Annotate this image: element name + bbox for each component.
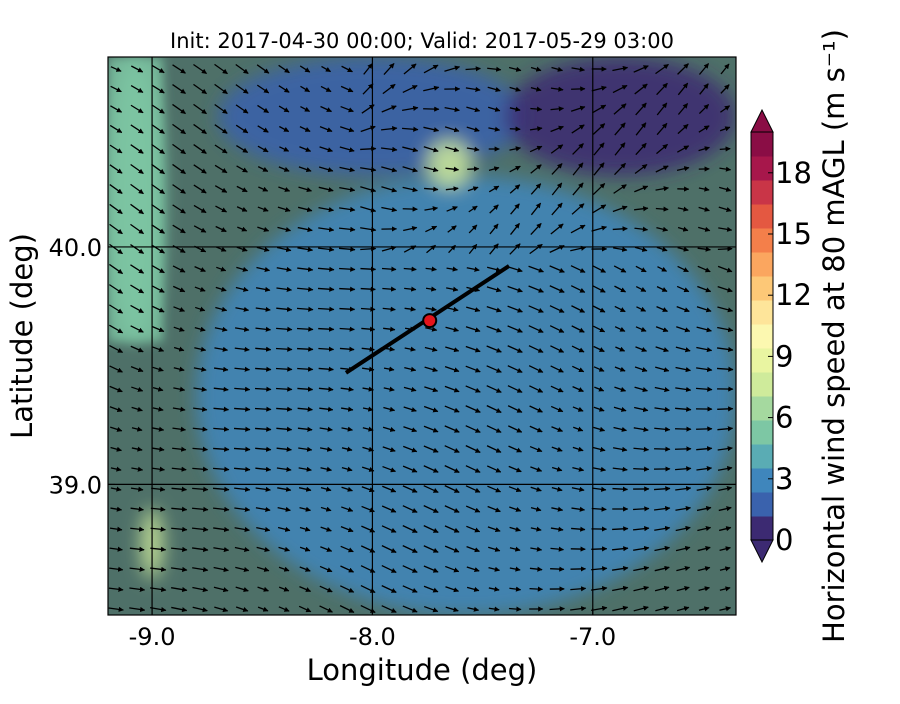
colorbar-segment (751, 468, 773, 493)
wind-arrow (696, 429, 712, 430)
colorbar-tick-label: 3 (775, 462, 793, 496)
wind-arrow (467, 169, 478, 170)
region-northeast-low (505, 57, 736, 176)
colorbar-segment (751, 420, 773, 445)
wind-arrow (361, 289, 376, 290)
region-west-band (108, 57, 163, 342)
speed-sharp-patches (108, 57, 163, 342)
site-marker (423, 314, 436, 327)
colorbar-segment (751, 492, 773, 517)
colorbar-tick-label: 15 (775, 217, 812, 251)
colorbar-segment (751, 372, 773, 397)
wind-arrow (360, 149, 376, 150)
colorbar-segment (751, 228, 773, 253)
colorbar-tick-label: 6 (775, 401, 793, 435)
colorbar-segment (751, 396, 773, 421)
colorbar-segment (751, 300, 773, 325)
colorbar-tick-label: 18 (775, 156, 812, 190)
wind-arrow (550, 569, 564, 570)
region-local-max (428, 140, 472, 187)
colorbar-segment (751, 444, 773, 469)
chart-title: Init: 2017-04-30 00:00; Valid: 2017-05-2… (170, 29, 674, 53)
colorbar-segment (751, 348, 773, 373)
colorbar-segment (751, 132, 773, 157)
colorbar-segment (751, 204, 773, 229)
colorbar-label: Horizontal wind speed at 80 mAGL (m s⁻¹) (817, 29, 851, 643)
x-tick-label: -8.0 (349, 623, 396, 651)
wind-arrow (633, 469, 649, 470)
x-tick-label: -9.0 (129, 623, 176, 651)
wind-arrow (654, 449, 670, 450)
y-tick-label: 40.0 (49, 234, 102, 262)
wind-arrow (339, 289, 355, 290)
wind-arrow (612, 489, 627, 490)
colorbar-segment (751, 276, 773, 301)
wind-arrow (403, 209, 418, 210)
wind-speed-field (108, 57, 736, 615)
wind-arrow (612, 529, 628, 530)
colorbar-segment (751, 180, 773, 205)
colorbar-segment (751, 324, 773, 349)
colorbar-segment (751, 252, 773, 277)
colorbar-tick-label: 9 (775, 339, 793, 373)
x-tick-label: -7.0 (569, 623, 616, 651)
y-axis-label: Latitude (deg) (5, 233, 39, 439)
colorbar-segment (751, 156, 773, 181)
wind-arrow (530, 589, 543, 590)
wind-arrow (297, 349, 313, 350)
wind-arrow (613, 229, 627, 230)
colorbar-tick-label: 0 (775, 523, 793, 557)
wind-arrow (571, 89, 585, 90)
wind-arrow (382, 269, 396, 270)
wind-arrow (591, 549, 606, 550)
y-axis-ticks: 40.0 39.0 (49, 234, 115, 499)
wind-arrow (717, 409, 733, 410)
region-central (196, 176, 736, 615)
colorbar-segment (751, 516, 773, 541)
wind-arrow (360, 269, 375, 270)
wind-arrow (318, 329, 334, 330)
x-axis-label: Longitude (deg) (307, 653, 538, 687)
colorbar-extend-max (751, 110, 773, 132)
wind-arrow (423, 109, 439, 110)
wind-arrow (339, 309, 354, 310)
wind-arrow (720, 149, 730, 150)
wind-arrow (718, 249, 732, 250)
colorbar: 0 3 6 9 12 15 18 (751, 110, 812, 562)
colorbar-tick-label: 12 (775, 278, 812, 312)
colorbar-extend-min (751, 540, 773, 562)
y-tick-label: 39.0 (49, 471, 102, 499)
